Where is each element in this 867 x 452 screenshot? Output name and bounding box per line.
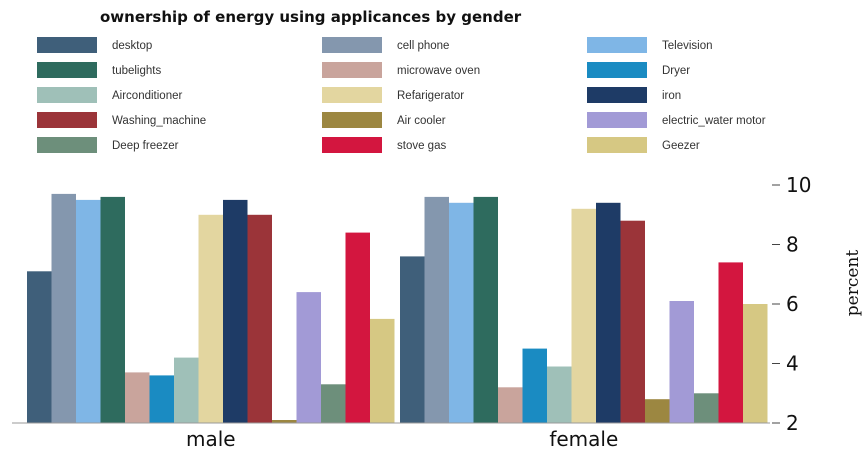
bar — [272, 420, 297, 423]
bar — [498, 387, 523, 423]
legend-label: microwave oven — [397, 65, 480, 77]
y-tick-label: 6 — [786, 292, 799, 316]
legend-swatch — [587, 62, 647, 78]
bar — [27, 271, 52, 423]
bar — [100, 196, 125, 423]
legend-swatch — [322, 87, 382, 103]
bar — [296, 292, 321, 423]
legend-label: Refarigerator — [397, 90, 464, 102]
bar — [149, 375, 174, 423]
legend-label: Airconditioner — [112, 90, 182, 102]
bar — [424, 196, 449, 423]
legend-swatch — [37, 112, 97, 128]
legend-swatch — [587, 112, 647, 128]
chart-title: ownership of energy using applicances by… — [100, 8, 522, 26]
legend-label: stove gas — [397, 140, 446, 152]
bar — [743, 304, 768, 423]
plot-area: male female — [12, 193, 770, 451]
bar — [596, 202, 621, 423]
legend-label: Television — [662, 40, 713, 52]
legend-swatch — [322, 112, 382, 128]
legend: desktop cell phone Television tubelights mic… — [37, 37, 766, 153]
legend-swatch — [322, 37, 382, 53]
bar — [51, 193, 76, 423]
y-tick-label: 2 — [786, 411, 799, 435]
legend-label: iron — [662, 90, 681, 102]
y-axis-label: percent — [843, 250, 863, 317]
y-tick-label: 8 — [786, 233, 799, 257]
bar — [174, 357, 199, 423]
bar — [718, 262, 743, 423]
legend-label: Washing_machine — [112, 115, 206, 127]
bar — [321, 384, 346, 423]
y-tick-label: 10 — [786, 173, 811, 197]
bar — [345, 232, 370, 423]
bar — [400, 256, 425, 423]
bar — [694, 393, 719, 424]
bar — [223, 199, 248, 423]
legend-swatch — [322, 62, 382, 78]
legend-swatch — [587, 87, 647, 103]
legend-swatch — [37, 62, 97, 78]
bar — [669, 301, 694, 423]
legend-label: Air cooler — [397, 115, 446, 127]
legend-swatch — [322, 137, 382, 153]
legend-swatch — [587, 137, 647, 153]
category-label: female — [549, 427, 618, 451]
legend-label: desktop — [112, 40, 152, 52]
bar — [620, 220, 645, 423]
bar — [645, 399, 670, 423]
bar — [370, 318, 395, 423]
legend-swatch — [587, 37, 647, 53]
category-label: male — [186, 427, 236, 451]
legend-label: Deep freezer — [112, 140, 179, 152]
legend-label: cell phone — [397, 40, 449, 52]
legend-label: electric_water motor — [662, 115, 766, 127]
legend-label: Geezer — [662, 140, 700, 152]
y-tick-label: 4 — [786, 352, 799, 376]
legend-swatch — [37, 137, 97, 153]
bar — [522, 348, 547, 423]
bar — [473, 196, 498, 423]
legend-label: tubelights — [112, 65, 161, 77]
legend-swatch — [37, 37, 97, 53]
bar — [571, 208, 596, 423]
y-axis: 2 4 6 8 10 — [772, 173, 811, 435]
bar — [76, 199, 101, 423]
legend-label: Dryer — [662, 65, 690, 77]
legend-swatch — [37, 87, 97, 103]
bar — [125, 372, 150, 423]
bar — [449, 202, 474, 423]
bar — [247, 214, 272, 424]
bar — [547, 366, 572, 423]
bar — [198, 214, 223, 424]
